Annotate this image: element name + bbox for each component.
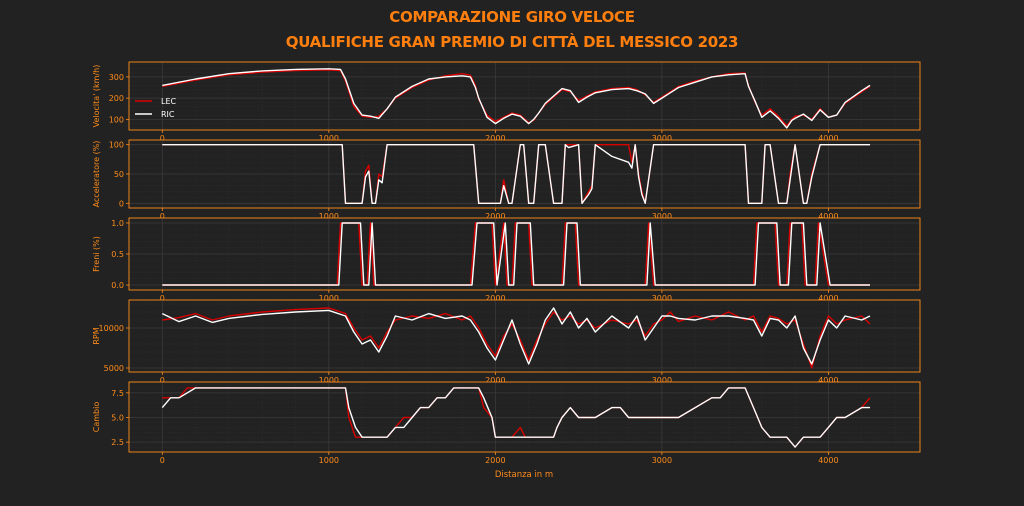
x-tick-label: 4000 (818, 212, 838, 221)
legend: LEC RIC (135, 97, 177, 119)
y-tick-label: 100 (109, 141, 124, 150)
x-tick-label: 4000 (818, 134, 838, 143)
x-axis-label: Distanza in m (495, 470, 553, 480)
panel-3: 0 1000 2000 3000 4000 0.0 0.5 1.0 Freni (%) (92, 217, 921, 303)
y-tick-label: 200 (109, 94, 124, 103)
y-axis-label: Cambio (92, 402, 101, 433)
x-tick-label: 4000 (818, 456, 838, 465)
series-line-ric (162, 222, 870, 286)
x-tick-label: 2000 (485, 212, 505, 221)
series-line-lec (162, 307, 871, 369)
x-tick-label: 0 (160, 212, 165, 221)
series-line-ric (161, 307, 871, 365)
x-tick-label: 3000 (652, 376, 672, 385)
y-axis-label: Freni (%) (92, 236, 101, 272)
x-tick-label: 0 (160, 134, 165, 143)
chart-title-line2: QUALIFICHE GRAN PREMIO DI CITTÀ DEL MESS… (286, 32, 738, 51)
series-line-ric (161, 387, 870, 448)
y-tick-label: 50 (114, 170, 124, 179)
legend-label-lec: LEC (161, 97, 177, 106)
panel-5: 0 1000 2000 3000 4000 2.5 5.0 7.5 Cambio (92, 381, 921, 465)
panel-2: 0 1000 2000 3000 4000 0 50 100 Acceleratore (%) (92, 139, 921, 221)
x-tick-label: 4000 (818, 376, 838, 385)
x-tick-label: 2000 (485, 456, 505, 465)
y-tick-label: 10000 (99, 324, 124, 333)
chart-title-line1: COMPARAZIONE GIRO VELOCE (389, 8, 634, 26)
y-tick-label: 300 (109, 73, 124, 82)
x-tick-label: 1000 (319, 294, 339, 303)
x-tick-label: 0 (160, 456, 165, 465)
x-tick-label: 0 (160, 294, 165, 303)
y-tick-label: 5.0 (111, 413, 124, 422)
y-axis-label: Acceleratore (%) (92, 141, 101, 208)
x-tick-label: 0 (160, 376, 165, 385)
y-tick-label: 0.0 (111, 281, 124, 290)
y-tick-label: 0 (119, 199, 124, 208)
panel-frame (128, 61, 921, 131)
y-tick-label: 0.5 (111, 250, 124, 259)
y-tick-label: 100 (109, 115, 124, 124)
x-tick-label: 2000 (485, 134, 505, 143)
x-tick-label: 1000 (319, 134, 339, 143)
x-tick-label: 1000 (319, 456, 339, 465)
panel-1: 0 1000 2000 3000 4000 100 200 300 Velocita' (km/… (92, 61, 921, 143)
y-axis-label: Velocita' (km/h) (92, 65, 101, 128)
x-tick-label: 2000 (485, 294, 505, 303)
y-tick-label: 7.5 (111, 389, 124, 398)
x-tick-label: 3000 (652, 134, 672, 143)
panel-frame (128, 381, 921, 453)
x-tick-label: 1000 (319, 376, 339, 385)
legend-label-ric: RIC (161, 110, 175, 119)
x-tick-label: 3000 (652, 212, 672, 221)
x-tick-label: 2000 (485, 376, 505, 385)
y-tick-label: 1.0 (111, 219, 124, 228)
panel-background (129, 382, 920, 452)
series-line-ric (162, 68, 871, 129)
x-tick-label: 1000 (319, 212, 339, 221)
series-line-ric (162, 144, 870, 204)
x-tick-label: 4000 (818, 294, 838, 303)
y-tick-label: 5000 (104, 364, 124, 373)
y-tick-label: 2.5 (111, 438, 124, 447)
panel-frame (128, 299, 921, 373)
x-tick-label: 3000 (652, 294, 672, 303)
y-axis-label: RPM (92, 327, 101, 344)
x-tick-label: 3000 (652, 456, 672, 465)
